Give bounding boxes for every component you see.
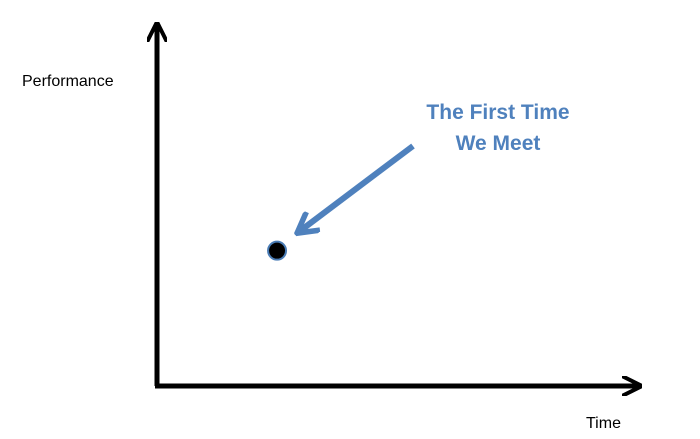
y-axis-label: Performance <box>22 73 114 90</box>
x-axis-label: Time <box>586 415 621 432</box>
annotation-line-1: The First Time <box>426 101 569 124</box>
data-point <box>267 240 288 261</box>
annotation-arrow <box>299 143 415 232</box>
annotation-line-2: We Meet <box>456 132 541 155</box>
data-points <box>267 240 288 261</box>
